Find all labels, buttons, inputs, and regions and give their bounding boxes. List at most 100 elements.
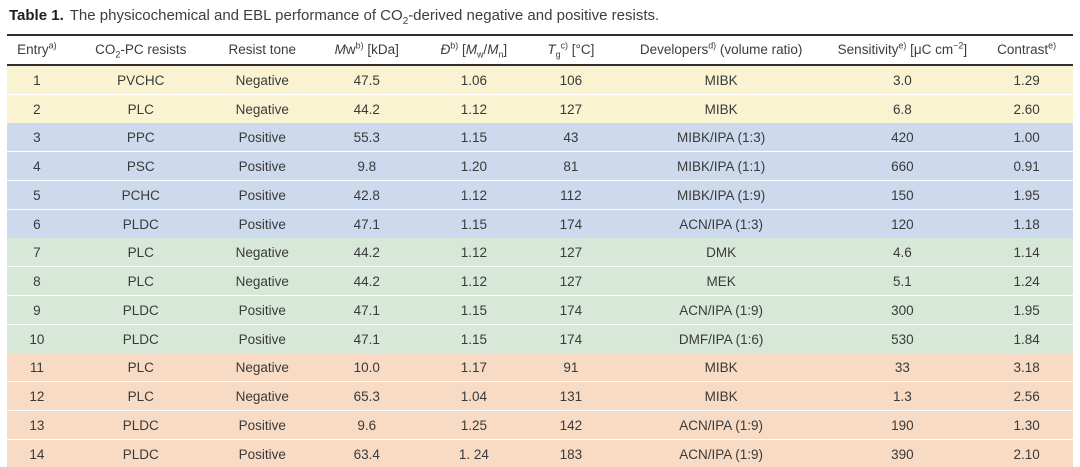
cell-resists: PLC: [66, 381, 215, 411]
cell-dispersity: 1.04: [423, 381, 524, 411]
cell-mw: 47.1: [309, 209, 424, 238]
cell-developers: ACN/IPA (1:9): [617, 295, 825, 325]
cell-tone: Negative: [235, 72, 289, 88]
cell-entry: 5: [7, 180, 67, 210]
cell-sensitivity: 390: [824, 439, 981, 467]
cell-developers: MIBK: [617, 94, 825, 123]
cell-sensitivity: 6.8: [824, 94, 981, 123]
cell-dispersity: 1.17: [460, 359, 487, 375]
cell-developers: DMK: [706, 244, 737, 260]
table-row: 8 PLC Negative 44.2 1.12 127 MEK 5.1 1.24: [7, 266, 1073, 296]
table-row: 2 PLC Negative 44.2 1.12 127 MIBK 6.8 2.60: [7, 94, 1073, 123]
cell-dispersity: 1.15: [423, 295, 524, 325]
cell-tg: 174: [523, 295, 618, 325]
cell-contrast: 1.95: [980, 180, 1073, 210]
cell-entry: 11: [29, 359, 44, 375]
caption-prefix: Table 1.: [9, 7, 64, 24]
cell-sensitivity: 660: [824, 151, 981, 181]
cell-developers: MIBK/IPA (1:1): [617, 151, 825, 181]
cell-tone: Negative: [235, 359, 289, 375]
cell-tone: Negative: [235, 244, 289, 260]
cell-resists: PSC: [66, 151, 215, 181]
cell-developers: MEK: [617, 266, 825, 296]
cell-tone: Negative: [214, 266, 310, 296]
cell-tone: Positive: [214, 209, 310, 238]
table-row: 14 PLDC Positive 63.4 1. 24 183 ACN/IPA (1:9) 3…: [7, 439, 1073, 467]
cell-sensitivity: 120: [824, 209, 981, 238]
cell-tg: 43: [563, 129, 579, 145]
cell-tg: 174: [523, 324, 618, 353]
row-group-band-blue: 3 PPC Positive 55.3 1.15 43 MIBK/IPA (1:3) 420 1…: [7, 123, 1073, 238]
cell-mw: 63.4: [309, 439, 424, 467]
cell-dispersity: 1.15: [423, 324, 524, 353]
cell-resists: PLC: [66, 94, 215, 123]
cell-entry: 4: [7, 151, 67, 181]
table-row: 4 PSC Positive 9.8 1.20 81 MIBK/IPA (1:1) 660 0.…: [7, 151, 1073, 181]
cell-tone: Positive: [214, 439, 310, 467]
cell-entry: 2: [7, 94, 67, 123]
cell-tone: Positive: [214, 324, 310, 353]
cell-developers: DMF/IPA (1:6): [617, 324, 825, 353]
cell-tg: 131: [523, 381, 618, 411]
cell-tg: 112: [523, 180, 618, 210]
cell-resists: PLDC: [66, 209, 215, 238]
cell-entry: 14: [7, 439, 67, 467]
cell-tone: Positive: [238, 129, 286, 145]
cell-developers: MIBK: [704, 72, 738, 88]
table-head: Entrya) CO2-PC resists Resist tone Mwb) [kD…: [7, 34, 1073, 66]
cell-tg: 127: [559, 244, 583, 260]
table-row: 3 PPC Positive 55.3 1.15 43 MIBK/IPA (1:3) 420 1…: [7, 123, 1073, 152]
cell-sensitivity: 300: [824, 295, 981, 325]
cell-mw: 65.3: [309, 381, 424, 411]
cell-sensitivity: 1.3: [824, 381, 981, 411]
table-row: 6 PLDC Positive 47.1 1.15 174 ACN/IPA (1:3) 120…: [7, 209, 1073, 238]
cell-sensitivity: 3.0: [892, 72, 912, 88]
cell-mw: 47.1: [309, 324, 424, 353]
row-group-band-green: 7 PLC Negative 44.2 1.12 127 DMK 4.6 1.14 8 PLC Neg…: [7, 238, 1073, 353]
table-row: 11 PLC Negative 10.0 1.17 91 MIBK 33 3.18: [7, 353, 1073, 382]
cell-sensitivity: 4.6: [892, 244, 912, 260]
table-row: 12 PLC Negative 65.3 1.04 131 MIBK 1.3 2.56: [7, 381, 1073, 411]
column-header-developers: Developersd) (volume ratio): [617, 34, 825, 66]
cell-contrast: 0.91: [980, 151, 1073, 181]
column-header-resists: CO2-PC resists: [66, 34, 215, 66]
cell-tone: Negative: [214, 94, 310, 123]
cell-mw: 44.2: [353, 244, 380, 260]
cell-contrast: 2.10: [980, 439, 1073, 467]
cell-developers: MIBK: [617, 381, 825, 411]
cell-mw: 55.3: [353, 129, 380, 145]
cell-sensitivity: 420: [891, 129, 914, 145]
cell-entry: 12: [7, 381, 67, 411]
table-caption: Table 1. The physicochemical and EBL perf…: [7, 5, 1073, 26]
cell-mw: 44.2: [309, 266, 424, 296]
cell-resists: PLDC: [66, 410, 215, 440]
header-row: Entrya) CO2-PC resists Resist tone Mwb) [kD…: [7, 34, 1073, 66]
cell-tone: Positive: [214, 410, 310, 440]
cell-sensitivity: 190: [824, 410, 981, 440]
cell-entry: 8: [7, 266, 67, 296]
cell-dispersity: 1. 24: [423, 439, 524, 467]
cell-resists: PLDC: [66, 439, 215, 467]
cell-mw: 42.8: [309, 180, 424, 210]
cell-dispersity: 1.25: [423, 410, 524, 440]
cell-dispersity: 1.12: [423, 94, 524, 123]
cell-tg: 106: [559, 72, 583, 88]
table-row: 1 PVCHC Negative 47.5 1.06 106 MIBK 3.0 1.29: [7, 65, 1073, 95]
cell-tg: 81: [523, 151, 618, 181]
cell-developers: MIBK/IPA (1:9): [617, 180, 825, 210]
cell-sensitivity: 33: [894, 359, 910, 375]
cell-tone: Positive: [214, 180, 310, 210]
cell-contrast: 2.60: [980, 94, 1073, 123]
cell-entry: 3: [33, 129, 41, 145]
cell-contrast: 1.24: [980, 266, 1073, 296]
resists-table: Entrya) CO2-PC resists Resist tone Mwb) [kD…: [7, 34, 1073, 467]
cell-resists: PLC: [66, 266, 215, 296]
cell-dispersity: 1.20: [423, 151, 524, 181]
column-header-entry: Entrya): [7, 34, 67, 66]
cell-sensitivity: 5.1: [824, 266, 981, 296]
cell-dispersity: 1.12: [423, 266, 524, 296]
column-header-dispersity: Đb) [Mw/Mn]: [423, 34, 524, 66]
cell-tone: Positive: [214, 151, 310, 181]
row-group-band-yellow: 1 PVCHC Negative 47.5 1.06 106 MIBK 3.0 1.29 2 PLC…: [7, 65, 1073, 123]
